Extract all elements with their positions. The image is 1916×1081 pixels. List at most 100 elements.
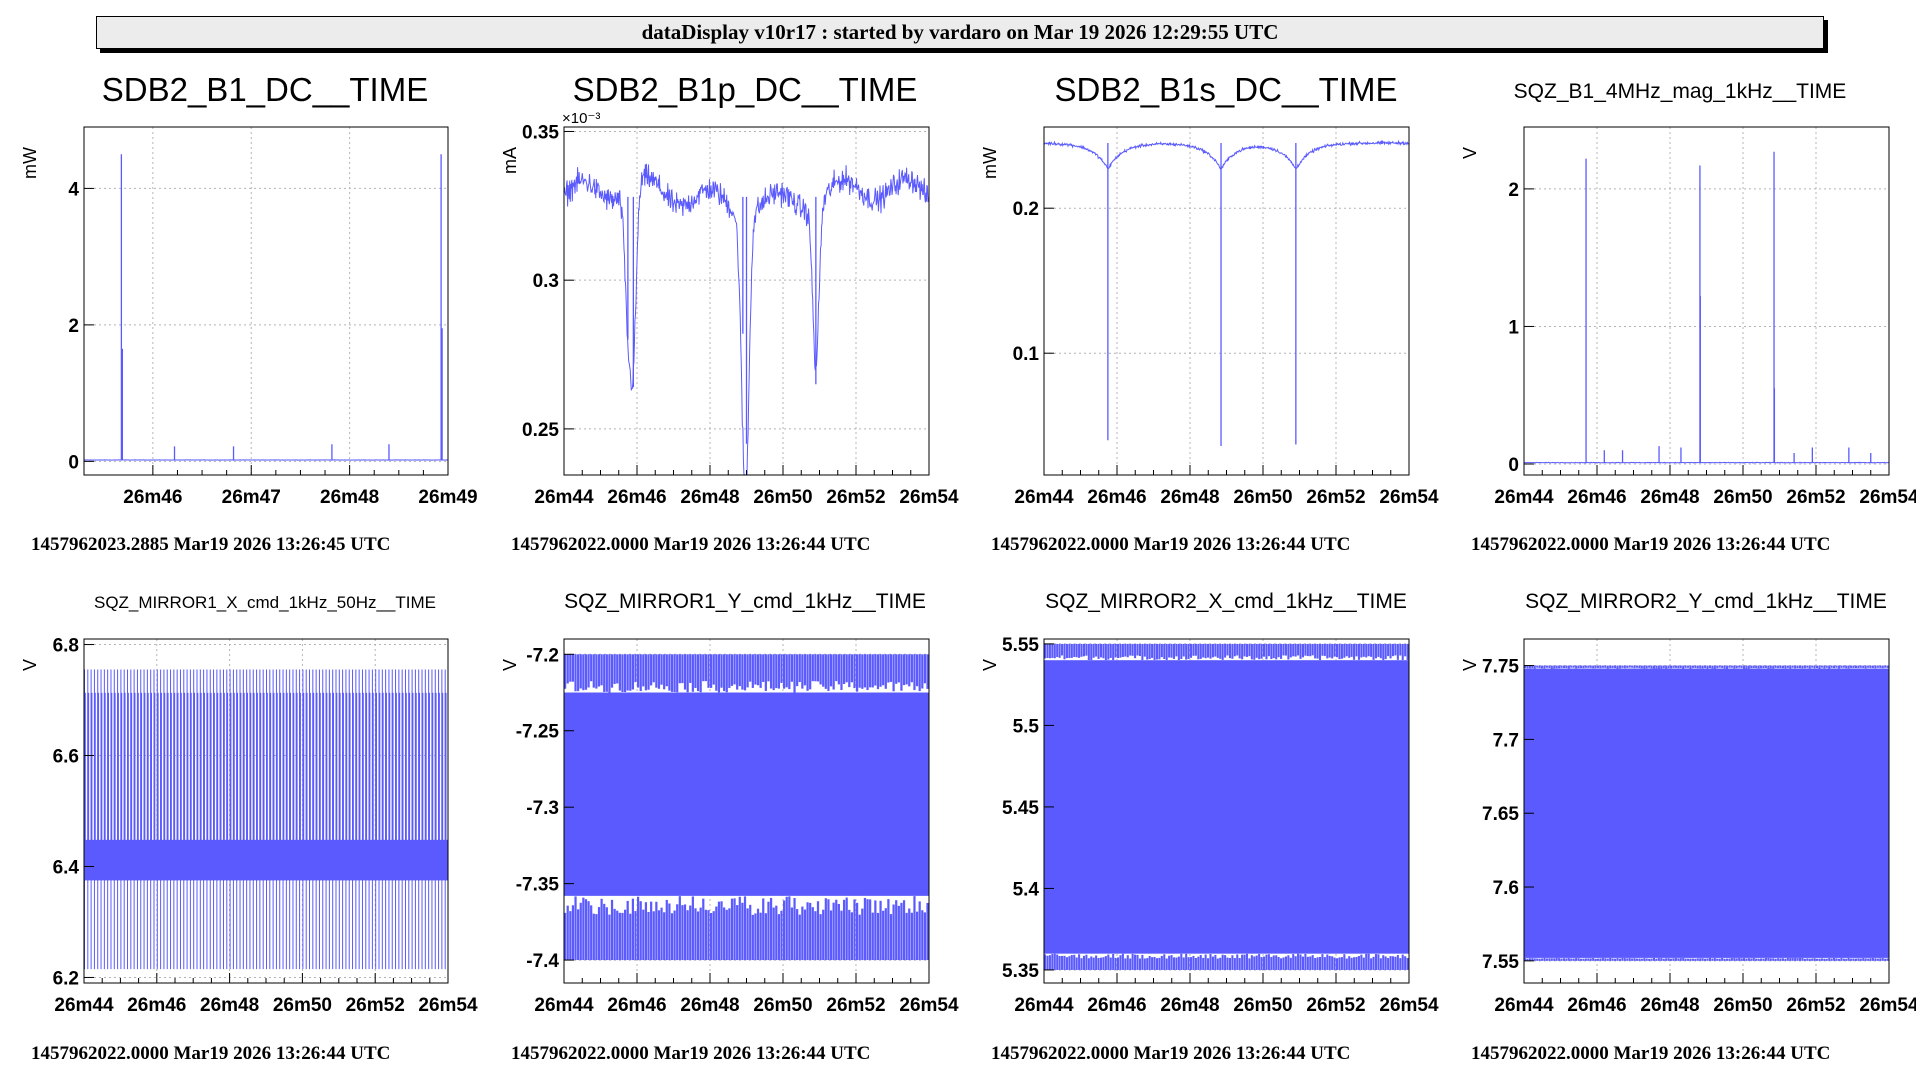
data-pulse-top	[1655, 665, 1658, 669]
data-pulse-bottom	[1777, 958, 1780, 961]
data-pulse-bottom	[1604, 958, 1607, 961]
data-pulse-top	[741, 654, 744, 690]
data-pulse-bottom	[796, 909, 799, 961]
data-pulse-top	[803, 654, 807, 686]
data-pulse-bottom	[1353, 957, 1356, 970]
data-pulse-bottom	[1864, 958, 1867, 961]
data-pulse-bottom	[1170, 955, 1173, 970]
grid	[1044, 127, 1409, 475]
data-pulse-bottom	[1560, 958, 1563, 961]
data-pulse-bottom	[803, 909, 807, 961]
data-pulse-top	[1762, 665, 1765, 669]
data-pulse-top	[895, 654, 898, 684]
data-pulse-bottom	[918, 901, 921, 961]
data-pulse-bottom	[657, 910, 661, 961]
data-pulse-bottom	[1207, 958, 1210, 970]
data-pulse-top	[1558, 665, 1561, 669]
data-pulse-bottom	[707, 910, 710, 961]
data-pulse-top	[1833, 665, 1836, 669]
data-pulse-bottom	[1163, 954, 1166, 970]
data-pulse-bottom	[738, 896, 741, 961]
x-tick-label: 26m54	[418, 995, 478, 1016]
data-pulse-top	[1847, 665, 1850, 669]
data-pulse-top	[1572, 665, 1575, 668]
data-pulse-bottom	[1796, 958, 1799, 961]
data-pulse-top	[1884, 665, 1887, 668]
data-pulse-top	[1394, 643, 1397, 656]
data-pulse-top	[1399, 643, 1402, 656]
data-pulse	[269, 692, 272, 881]
data-pulse-top	[571, 654, 575, 682]
data-pulse-bottom	[1794, 957, 1797, 961]
data-pulse-top	[587, 654, 590, 688]
y-axis-label: mW	[20, 147, 40, 179]
data-pulse-bottom	[1384, 956, 1387, 970]
data-pulse-bottom	[1061, 955, 1064, 970]
data-pulse-bottom	[1801, 957, 1804, 961]
data-pulse-bottom	[1667, 958, 1670, 961]
data-pulse-bottom	[1328, 955, 1331, 970]
data-pulse-bottom	[1631, 958, 1634, 961]
data-pulse	[414, 692, 417, 881]
data-pulse-top	[1611, 665, 1614, 668]
data-pulse-bottom	[605, 907, 608, 961]
data-pulse-top	[1645, 665, 1648, 669]
data-pulse-bottom	[1180, 953, 1183, 970]
data-pulse	[216, 692, 219, 881]
data-pulse-bottom	[730, 898, 734, 961]
data-pulse-top	[1365, 643, 1368, 658]
data-pulse-top	[1131, 643, 1134, 656]
data-pulse-bottom	[1533, 958, 1536, 961]
data-pulse-bottom	[1869, 958, 1872, 961]
data-pulse-top	[1141, 643, 1144, 661]
data-pulse-bottom	[603, 903, 606, 961]
data-pulse	[381, 692, 384, 881]
data-pulse	[335, 692, 338, 881]
data-pulse-top	[790, 654, 794, 682]
data-pulse-bottom	[809, 902, 812, 961]
data-pulse-top	[1750, 665, 1753, 669]
data-pulse-bottom	[1228, 958, 1232, 970]
x-tick-label: 26m46	[123, 487, 182, 508]
data-pulse-bottom	[702, 898, 705, 961]
data-pulse	[408, 692, 411, 881]
data-pulse-bottom	[678, 896, 681, 961]
data-pulse-bottom	[1272, 955, 1275, 970]
data-pulse-top	[673, 654, 676, 692]
data-pulse	[391, 692, 394, 881]
data-pulse	[193, 692, 196, 881]
data-pulse-bottom	[623, 909, 627, 961]
data-pulse-top	[689, 654, 692, 683]
data-pulse-top	[676, 654, 679, 693]
data-pulse-bottom	[1260, 957, 1263, 970]
data-pulse-bottom	[1387, 958, 1390, 970]
data-pulse-top	[665, 654, 668, 687]
data-pulse-bottom	[1114, 957, 1117, 970]
data-pulse-bottom	[1553, 958, 1556, 961]
data-pulse	[186, 692, 189, 881]
data-pulse-bottom	[819, 914, 822, 961]
data-pulse-bottom	[1555, 957, 1558, 961]
data-pulse-bottom	[1292, 954, 1295, 970]
data-pulse	[266, 692, 268, 881]
y-axis: 5.35 5.4 5.45 5.5 5.55	[1002, 635, 1054, 982]
data-pulse-bottom	[842, 899, 846, 961]
x-tick-label: 26m54	[1379, 487, 1439, 508]
data-pulse-bottom	[1333, 957, 1336, 970]
data-pulse-top	[1876, 665, 1879, 668]
data-pulse-top	[856, 654, 859, 692]
data-pulse-top	[1172, 643, 1176, 659]
data-pulse-top	[1258, 643, 1261, 660]
y-tick-label: 2	[1508, 180, 1519, 201]
data-pulse-bottom	[1095, 955, 1098, 970]
data-pulse	[305, 692, 308, 881]
data-pulse	[295, 692, 298, 881]
data-pulse-bottom	[1762, 958, 1765, 961]
data-pulse-top	[1124, 643, 1127, 657]
data-pulse-top	[1538, 665, 1541, 669]
data-pulse-bottom	[801, 906, 804, 961]
data-pulse-bottom	[1640, 958, 1643, 961]
data-pulse	[292, 692, 295, 881]
y-tick-label: -7.25	[516, 722, 560, 743]
chart-title: SQZ_MIRROR2_X_cmd_1kHz__TIME	[1045, 590, 1407, 613]
